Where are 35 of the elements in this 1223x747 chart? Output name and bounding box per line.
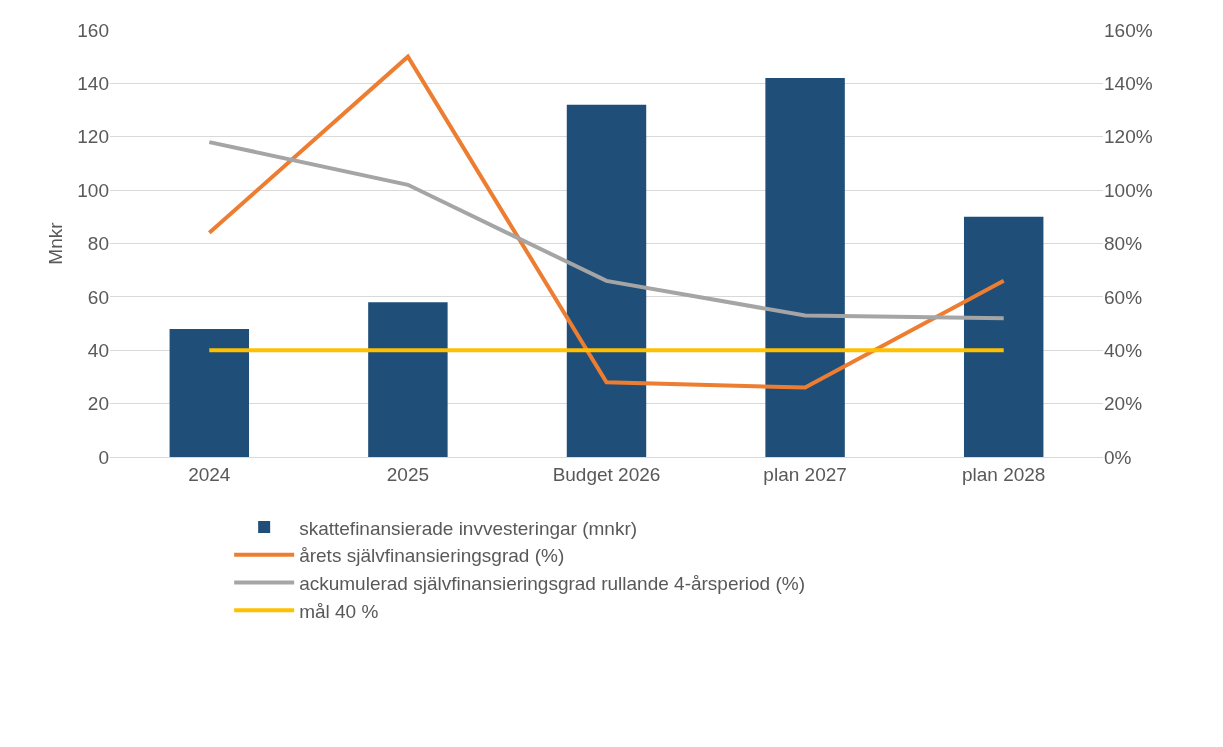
y-tick-label: 140 — [77, 73, 109, 95]
y2-tick-label: 160% — [1104, 19, 1153, 41]
bar — [566, 104, 647, 457]
bar — [765, 78, 845, 457]
y-axis-title: Mnkr — [45, 221, 66, 265]
x-tick-label: plan 2027 — [763, 463, 847, 485]
y2-tick-label: 80% — [1104, 233, 1143, 255]
bar — [963, 216, 1044, 457]
legend-label: skattefinansierade invvesteringar (mnkr) — [299, 517, 638, 539]
y-tick-label: 60 — [87, 286, 109, 308]
y2-tick-label: 40% — [1104, 339, 1143, 361]
y2-tick-label: 20% — [1104, 393, 1143, 415]
y-tick-label: 0 — [98, 446, 109, 468]
y-tick-label: 20 — [87, 393, 109, 415]
y-tick-label: 160 — [77, 19, 109, 41]
line-series — [207, 140, 1006, 321]
y-tick-label: 80 — [87, 233, 109, 255]
y2-tick-label: 120% — [1104, 126, 1153, 148]
y-tick-label: 100 — [77, 179, 109, 201]
y2-tick-label: 60% — [1104, 286, 1143, 308]
y2-tick-label: 140% — [1104, 73, 1153, 95]
bar — [169, 328, 250, 457]
legend-label: ackumulerad självfinansieringsgrad rullande 4-årsperiod (%) — [299, 572, 806, 594]
x-tick-label: 2024 — [188, 463, 231, 485]
y-tick-label: 40 — [87, 339, 109, 361]
x-tick-label: Budget 2026 — [552, 463, 661, 485]
bar — [368, 302, 448, 457]
x-tick-label: 2025 — [386, 463, 430, 485]
y2-tick-label: 100% — [1104, 179, 1153, 201]
legend-label: årets självfinansieringsgrad (%) — [299, 545, 565, 567]
y2-tick-label: 0% — [1104, 446, 1132, 468]
line-series — [207, 54, 1006, 390]
y-tick-label: 120 — [77, 126, 109, 148]
legend-label: mål 40 % — [299, 600, 379, 622]
x-tick-label: plan 2028 — [961, 463, 1046, 485]
